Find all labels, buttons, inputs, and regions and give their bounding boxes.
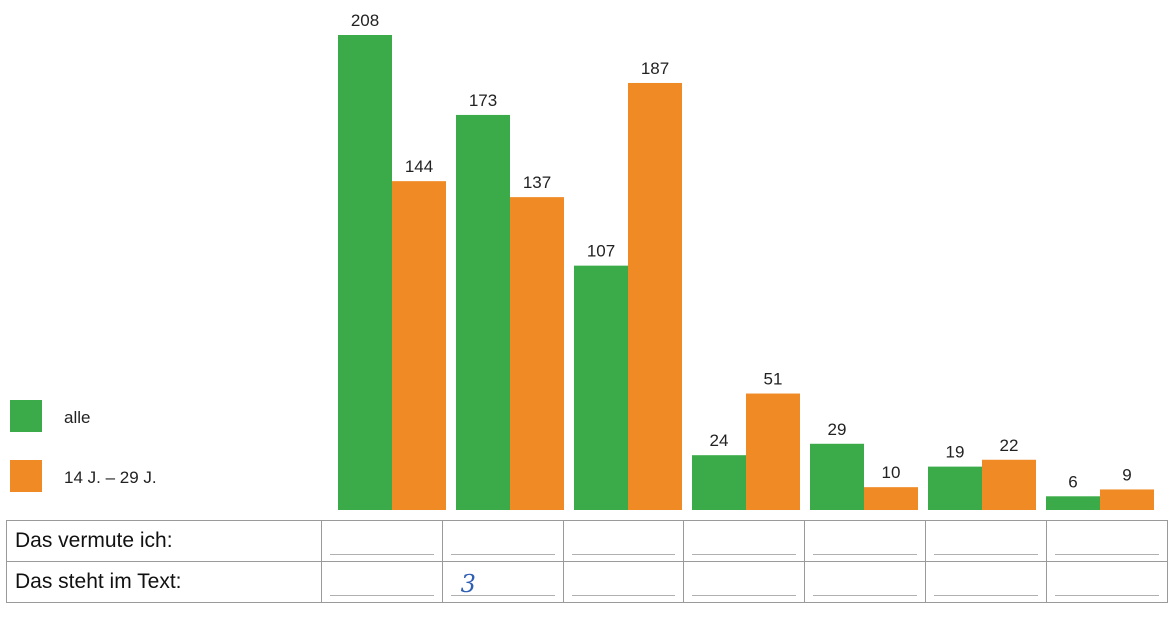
answer-cell[interactable] [925,561,1048,603]
bar-alle-3 [574,265,628,510]
data-label-14-29-5: 10 [882,463,901,482]
data-label-alle-4: 24 [710,431,729,450]
data-label-14-29-4: 51 [764,370,783,389]
legend-label-alle: alle [64,408,91,427]
answer-cell[interactable] [320,520,443,562]
data-label-14-29-6: 22 [1000,436,1019,455]
legend-swatch-14-29 [10,460,42,492]
answer-cell[interactable] [320,561,443,603]
answer-cell[interactable] [441,520,564,562]
handwritten-answer: 3 [460,570,476,598]
bar-14-29-2 [510,197,564,511]
data-label-14-29-2: 137 [523,173,551,192]
answer-cell[interactable] [1046,520,1168,562]
data-label-alle-6: 19 [946,443,965,462]
bar-alle-2 [456,114,510,510]
data-label-14-29-1: 144 [405,157,433,176]
answer-cell[interactable] [683,520,806,562]
answer-cell[interactable] [804,561,927,603]
answer-table: Das vermute ich: Das steht im Text: 3 [6,520,1168,603]
bar-alle-7 [1046,496,1100,510]
data-label-alle-7: 6 [1068,472,1077,491]
answer-cell[interactable] [562,520,685,562]
answer-cell[interactable]: 3 [441,561,564,603]
bar-14-29-1 [392,181,446,510]
bar-14-29-7 [1100,489,1154,510]
answer-cell[interactable] [562,561,685,603]
answer-cell[interactable] [1046,561,1168,603]
table-row-vermute: Das vermute ich: [6,520,1168,562]
legend-swatch-alle [10,400,42,432]
bar-14-29-5 [864,487,918,510]
data-label-14-29-7: 9 [1122,465,1131,484]
data-label-alle-5: 29 [828,420,847,439]
bar-chart: 208 144 173 137 107 187 24 51 29 10 19 22 6 9 [338,11,1154,511]
data-label-alle-2: 173 [469,91,497,110]
data-label-14-29-3: 187 [641,59,669,78]
row-label-text: Das steht im Text: [6,561,322,603]
answer-cell[interactable] [804,520,927,562]
bar-14-29-6 [982,459,1036,510]
bar-alle-4 [692,455,746,510]
legend-label-14-29: 14 J. – 29 J. [64,468,157,487]
bar-14-29-3 [628,82,682,511]
answer-cell[interactable] [925,520,1048,562]
answer-cell[interactable] [683,561,806,603]
bar-alle-6 [928,466,982,510]
data-label-alle-1: 208 [351,11,379,30]
data-label-alle-3: 107 [587,242,615,261]
bar-alle-1 [338,35,392,510]
bar-alle-5 [810,443,864,510]
table-row-text: Das steht im Text: 3 [6,561,1168,603]
bar-14-29-4 [746,393,800,510]
row-label-vermute: Das vermute ich: [6,520,322,562]
